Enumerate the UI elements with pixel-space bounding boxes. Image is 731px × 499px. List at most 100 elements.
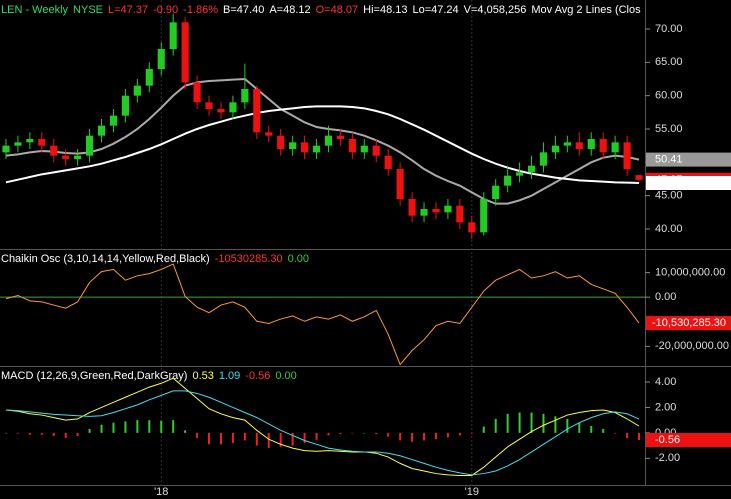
histogram-bar (566, 418, 569, 433)
last-value-label: 50.41 (655, 154, 683, 166)
candle-body (97, 125, 106, 136)
y-tick-label: 65.00 (655, 56, 683, 68)
histogram-bar (375, 432, 378, 435)
candle-body (396, 169, 404, 199)
header-item: V=4,058,256 (464, 4, 527, 16)
histogram-bar (602, 429, 605, 433)
y-tick-label: 0.00 (655, 291, 676, 303)
candle-body (348, 139, 356, 153)
header-item: -1.86% (183, 4, 218, 16)
header-item: L=47.37 (108, 4, 148, 16)
candle-body (289, 142, 297, 149)
histogram-bar (530, 412, 533, 433)
panel-header: LEN - Weekly NYSE L=47.37 -0.90 -1.86% B=47.4… (1, 4, 641, 16)
last-value-label: -0.56 (655, 434, 680, 446)
candle-body (145, 69, 153, 86)
candle-body (551, 145, 559, 153)
candle-body (14, 142, 22, 146)
candle-body (575, 142, 583, 149)
x-tick-label: '18 (154, 486, 168, 498)
candle-body (50, 145, 58, 156)
y-tick-label: 40.00 (655, 223, 683, 235)
histogram-bar (291, 432, 294, 446)
histogram-bar (160, 420, 163, 433)
histogram-bar (626, 432, 629, 438)
histogram-bar (172, 420, 175, 433)
histogram-bar (614, 432, 617, 434)
candle-body (336, 135, 344, 139)
candle-body (181, 22, 189, 83)
candle-body (492, 185, 500, 199)
candle-body (169, 22, 177, 49)
histogram-bar (231, 432, 234, 444)
histogram-bar (518, 412, 521, 433)
histogram-bar (100, 424, 103, 433)
candle-body (587, 139, 595, 149)
candle-body (277, 135, 285, 149)
histogram-bar (124, 421, 127, 433)
histogram-bar (554, 416, 557, 433)
histogram-bar (196, 432, 199, 438)
candle-body (312, 145, 321, 153)
panel-header: MACD (12,26,9,Green,Red,DarkGray) 0.53 1.0… (1, 370, 297, 382)
histogram-bar (52, 432, 55, 437)
candle-body (539, 152, 548, 166)
histogram-bar (494, 418, 497, 433)
histogram-bar (40, 432, 43, 435)
candle-body (241, 89, 249, 103)
last-value-box (646, 152, 731, 167)
header-item: Hi=48.13 (363, 4, 407, 16)
histogram-bar (243, 432, 246, 441)
histogram-bar (578, 422, 581, 433)
candle-body (623, 142, 631, 169)
histogram-bar (208, 432, 211, 445)
header-item: Lo=47.24 (412, 4, 458, 16)
histogram-bar (4, 432, 7, 434)
header-item: Mov Avg 2 Lines (Clos (531, 4, 641, 16)
candle-body (372, 145, 380, 156)
histogram-bar (76, 432, 79, 437)
y-tick-label: 60.00 (655, 90, 683, 102)
histogram-bar (638, 432, 641, 440)
y-tick-label: -20,000,000.00 (655, 340, 729, 352)
histogram-bar (542, 413, 545, 433)
last-value-box (646, 316, 731, 331)
y-tick-label: 55.00 (655, 123, 683, 135)
candle-body (516, 172, 524, 176)
header-item: A=48.12 (269, 4, 310, 16)
header-item: 1.09 (219, 370, 240, 382)
histogram-bar (339, 432, 342, 435)
histogram-bar (267, 432, 270, 449)
candle-body (62, 155, 70, 159)
series-line (5, 77, 640, 205)
candle-body (611, 142, 619, 153)
histogram-bar (399, 432, 402, 441)
y-tick-label: 10,000,000.00 (655, 267, 725, 279)
candle-body (205, 102, 213, 109)
candle-body (527, 165, 536, 173)
histogram-bar (434, 432, 437, 440)
histogram-bar (506, 413, 509, 433)
series-line (5, 105, 640, 184)
header-item: MACD (12,26,9,Green,Red,DarkGray) (1, 370, 187, 382)
histogram-bar (482, 426, 485, 433)
header-item: LEN - Weekly (1, 4, 69, 16)
x-tick-label: '19 (465, 486, 479, 498)
histogram-bar (219, 432, 222, 445)
candle-body (468, 222, 476, 233)
histogram-bar (255, 432, 258, 446)
header-item: Chaikin Osc (3,10,14,14,Yellow,Red,Black… (1, 253, 210, 265)
series-line (5, 377, 640, 476)
header-item: 0.00 (288, 253, 309, 265)
candle-body (86, 135, 94, 156)
candle-body (38, 139, 46, 146)
header-item: 0.53 (192, 370, 213, 382)
histogram-bar (315, 432, 318, 440)
y-tick-label: 70.00 (655, 23, 683, 35)
panel-header: Chaikin Osc (3,10,14,14,Yellow,Red,Black… (1, 253, 309, 265)
histogram-bar (88, 429, 91, 433)
histogram-bar (590, 425, 593, 433)
candle-body (456, 205, 464, 223)
histogram-bar (112, 422, 115, 433)
